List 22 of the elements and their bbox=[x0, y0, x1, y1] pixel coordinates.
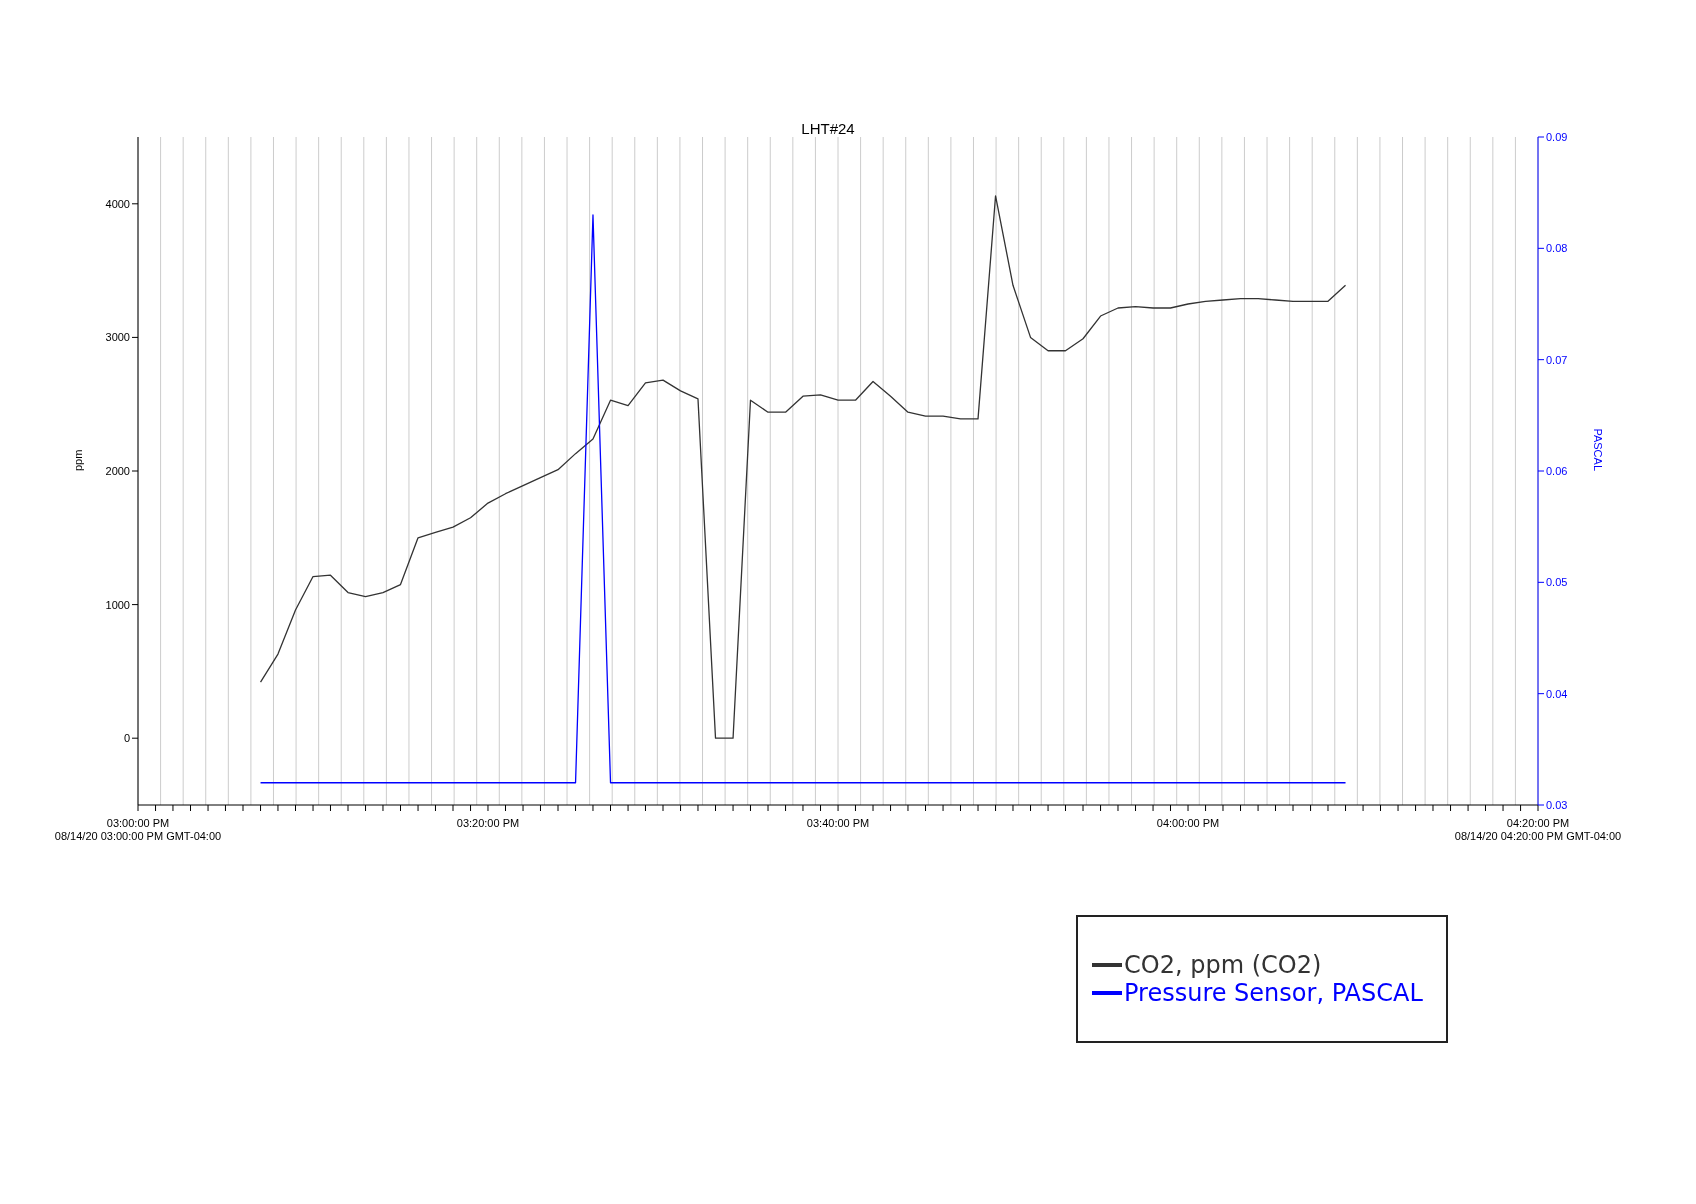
x-tick-label: 03:20:00 PM bbox=[456, 817, 520, 829]
y2-tick-label: 0.03 bbox=[1546, 798, 1568, 811]
y2-axis-title: PASCAL bbox=[1592, 428, 1605, 471]
x-tick-label: 04:00:00 PM bbox=[1156, 817, 1220, 829]
y-tick-label: 1000 bbox=[105, 598, 130, 611]
y-tick-label: 4000 bbox=[105, 197, 130, 210]
y2-tick-label: 0.07 bbox=[1546, 353, 1568, 366]
legend-label: Pressure Sensor, PASCAL bbox=[1124, 979, 1423, 1007]
y-tick-label: 0 bbox=[123, 732, 130, 745]
x-tick-label: 04:20:00 PM 08/14/20 04:20:00 PM GMT-04:00 bbox=[1454, 817, 1622, 842]
y2-tick-label: 0.05 bbox=[1546, 576, 1568, 589]
y2-tick-label: 0.04 bbox=[1546, 687, 1568, 700]
x-tick-label: 03:40:00 PM bbox=[806, 817, 870, 829]
y2-tick-label: 0.09 bbox=[1546, 130, 1568, 143]
y-tick-label: 3000 bbox=[105, 331, 130, 344]
chart-title: LHT#24 bbox=[801, 120, 855, 137]
legend-label: CO2, ppm (CO2) bbox=[1124, 951, 1322, 979]
y2-tick-label: 0.06 bbox=[1546, 464, 1568, 477]
y-tick-label: 2000 bbox=[105, 464, 130, 477]
x-tick-label: 03:00:00 PM 08/14/20 03:00:00 PM GMT-04:00 bbox=[54, 817, 222, 842]
y2-tick-label: 0.08 bbox=[1546, 242, 1568, 255]
y-axis-title: ppm bbox=[71, 449, 84, 471]
